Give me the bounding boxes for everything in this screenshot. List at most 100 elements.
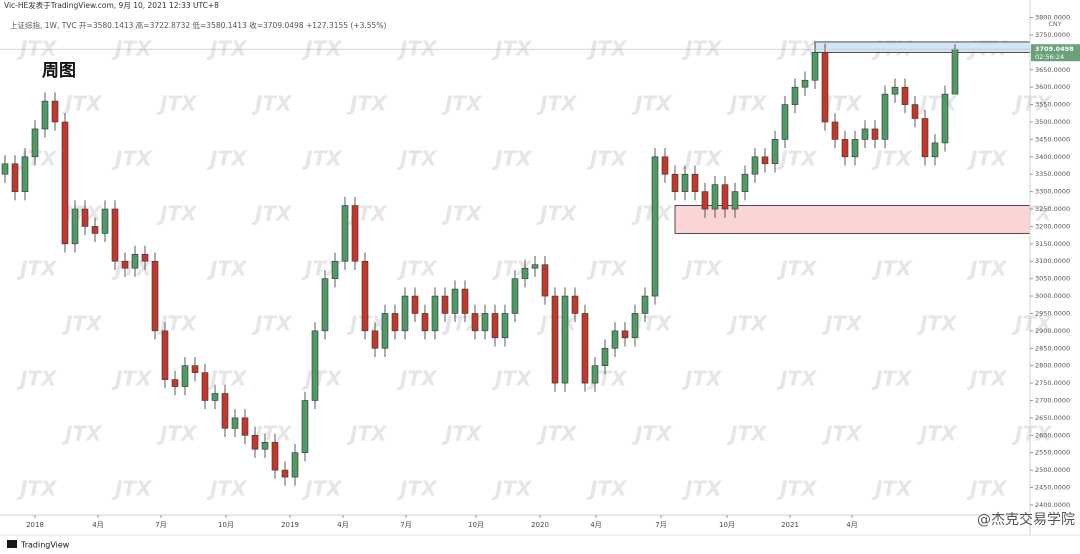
watermark: JTX [536, 422, 578, 446]
candle-body [941, 93, 949, 144]
candle-body [891, 86, 899, 95]
y-tick-label: 3400.0000 [1035, 153, 1070, 161]
y-tick-label: 3000.0000 [1035, 292, 1070, 300]
watermark: JTX [871, 147, 913, 171]
watermark: JTX [916, 422, 958, 446]
y-tick-label: 3200.0000 [1035, 222, 1070, 230]
x-tick-label: 10月 [468, 521, 484, 529]
watermark: JTX [726, 92, 768, 116]
candle-body [81, 208, 89, 227]
watermark: JTX [111, 367, 153, 391]
candle-body [761, 156, 769, 165]
candle-body [771, 139, 779, 165]
watermark: JTX [681, 37, 723, 61]
watermark: JTX [301, 147, 343, 171]
watermark: JTX [156, 422, 198, 446]
y-tick-label: 2800.0000 [1035, 362, 1070, 370]
y-tick-label: 2550.0000 [1035, 449, 1070, 457]
candle-body [591, 365, 599, 384]
candle-body [21, 156, 29, 192]
y-tick-label: 3450.0000 [1035, 135, 1070, 143]
watermark: JTX [206, 367, 248, 391]
candle-body [541, 264, 549, 297]
watermark: JTX [726, 312, 768, 336]
watermark: JTX [301, 37, 343, 61]
watermark: JTX [156, 202, 198, 226]
candle-body [501, 313, 509, 339]
y-tick-label: 2900.0000 [1035, 327, 1070, 335]
candle-body [901, 86, 909, 105]
watermark: JTX [966, 367, 1008, 391]
chart-title: 周图 [42, 61, 76, 81]
watermark: JTX [586, 37, 628, 61]
x-tick-label: 2020 [531, 521, 549, 529]
watermark: JTX [491, 147, 533, 171]
candle-body [431, 295, 439, 332]
candle-body [101, 208, 109, 234]
watermark: JTX [776, 367, 818, 391]
zone [814, 41, 1031, 53]
candle-body [371, 330, 379, 349]
candle-body [911, 104, 919, 119]
candle-body [641, 295, 649, 314]
candle-body [511, 278, 519, 314]
watermark: JTX [536, 202, 578, 226]
candle-body [361, 260, 369, 332]
watermark: JTX [491, 37, 533, 61]
candle-body [831, 121, 839, 140]
watermark: JTX [251, 312, 293, 336]
candle-body [141, 253, 149, 262]
candle-body [411, 295, 419, 314]
candle-body [441, 295, 449, 314]
candle-body [321, 278, 329, 332]
watermark: JTX [301, 367, 343, 391]
watermark: JTX [776, 257, 818, 281]
watermark: JTX [631, 92, 673, 116]
zones [674, 41, 1031, 234]
watermark: JTX [871, 367, 913, 391]
watermark: JTX [111, 477, 153, 501]
x-tick-label: 7月 [155, 521, 166, 529]
watermark: JTX [396, 37, 438, 61]
y-tick-label: 2650.0000 [1035, 414, 1070, 422]
candle-body [91, 226, 99, 234]
candle-body [731, 191, 739, 210]
brand-logo [7, 540, 17, 548]
x-tick-label: 2018 [26, 521, 44, 529]
candle-body [701, 191, 709, 210]
candle-body [151, 260, 159, 332]
y-tick-label: 3800.0000 [1035, 14, 1070, 22]
brand: TradingView [20, 541, 70, 550]
watermark: JTX [396, 257, 438, 281]
watermark: JTX [16, 257, 58, 281]
candle-body [931, 142, 939, 158]
x-tick-label: 2021 [781, 521, 799, 529]
x-tick-label: 10月 [218, 521, 234, 529]
watermark: JTX [821, 312, 863, 336]
signature: @杰克交易学院 [977, 511, 1075, 528]
candle-body [601, 347, 609, 366]
candle-body [781, 104, 789, 140]
candle-body [271, 441, 279, 471]
y-tick-label: 3600.0000 [1035, 83, 1070, 91]
candle-body [461, 288, 469, 314]
candle-body [41, 100, 49, 130]
candle-body [421, 313, 429, 332]
candle-body [741, 173, 749, 192]
candle-body [581, 313, 589, 384]
watermark: JTX [491, 367, 533, 391]
candle-body [611, 330, 619, 349]
candle-body [201, 372, 209, 401]
watermark: JTX [1011, 312, 1053, 336]
candle-body [521, 267, 529, 279]
candle-body [691, 173, 699, 192]
watermark: JTX [16, 477, 58, 501]
candle-body [491, 313, 499, 339]
watermark: JTX [821, 422, 863, 446]
y-tick-label: 2700.0000 [1035, 396, 1070, 404]
x-tick-label: 7月 [400, 521, 411, 529]
candle-body [651, 156, 659, 297]
watermark: JTX [156, 92, 198, 116]
